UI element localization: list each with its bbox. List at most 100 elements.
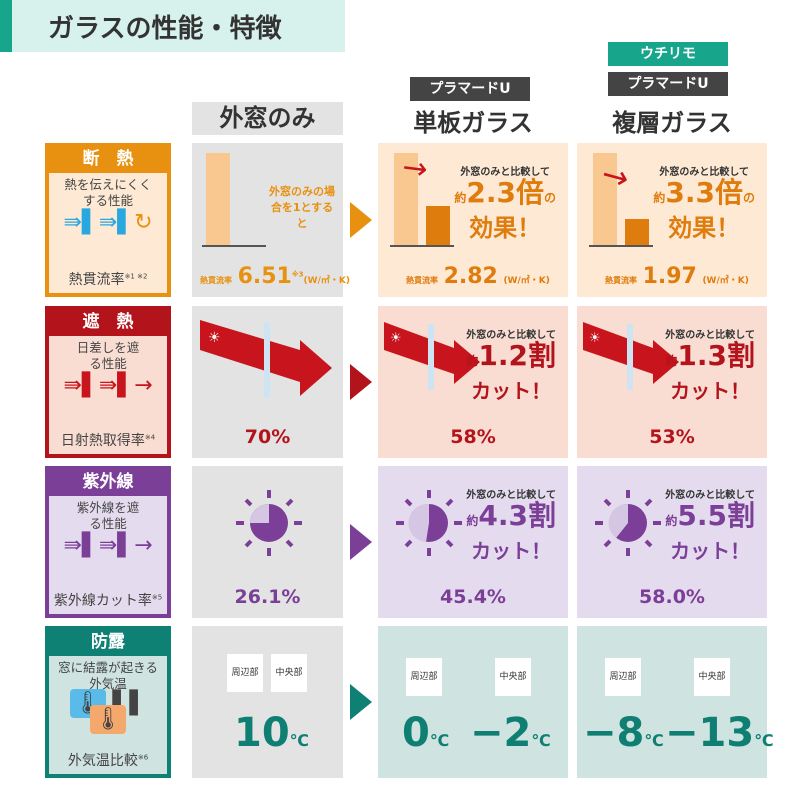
col2-tag: プラマードU <box>410 77 530 101</box>
sun-cut-icon <box>595 490 661 556</box>
effect-tail: カット！ <box>670 379 751 403</box>
label-title: 遮 熱 <box>49 310 167 336</box>
prefix: 約 <box>466 354 479 368</box>
suffix: の <box>543 191 556 205</box>
note: ※3 <box>291 270 304 279</box>
cell-shading-outer: ☀ 70% <box>192 306 343 458</box>
effect-value: 2.3倍 <box>466 176 544 209</box>
metric-value: 2.82 <box>443 264 498 289</box>
unit: ℃ <box>531 731 551 750</box>
suffix: の <box>742 191 755 205</box>
metric-label: 熱貫流率 <box>406 276 438 285</box>
section-title: ガラスの性能・特徴 <box>0 0 345 52</box>
bar-outer <box>206 153 230 245</box>
unit: (W/㎡・K) <box>702 276 749 286</box>
temp-value: 10 <box>234 710 290 756</box>
label-desc: 窓に結露が起きる外気温 <box>58 660 158 691</box>
label-footer: 外気温比較 <box>67 753 138 769</box>
metric-value: 6.51 <box>237 264 292 289</box>
label-title: 断 熱 <box>49 147 167 173</box>
compare-note: 外窓のみと比較して <box>659 167 750 178</box>
sun-cut-icon <box>236 490 302 556</box>
label-title: 防露 <box>49 630 167 656</box>
arrow-right-icon <box>350 524 372 560</box>
center-label: 中央部 <box>271 654 307 692</box>
label-insulation: 断 熱 熱を伝えにくくする性能 ⇛▌⇛▌↻ 熱貫流率※1 ※2 <box>45 143 171 297</box>
cell-dew-outer: 周辺部 中央部 10℃ <box>192 626 343 778</box>
compare-note: 外窓のみと比較して <box>665 490 755 501</box>
label-desc: 日差しを遮る性能 <box>76 340 140 371</box>
col3-tag: プラマードU <box>608 72 728 96</box>
solar-arrow-icon: ☀ <box>384 322 480 390</box>
arrow-right-icon <box>350 684 372 720</box>
compare-note: 外窓のみと比較して <box>466 330 556 341</box>
unit: (W/㎡・K) <box>503 276 550 286</box>
effect-tail: カット！ <box>471 539 552 563</box>
effect-tail: カット！ <box>471 379 552 403</box>
center-temp: −13 <box>665 710 755 756</box>
col-double-glass: 複層ガラス <box>612 109 732 137</box>
shading-value: 58% <box>450 426 496 448</box>
bar-improved <box>426 206 450 245</box>
effect-tail: 効果！ <box>668 214 741 242</box>
label-footer: 日射熱取得率 <box>60 433 145 449</box>
svg-text:☀: ☀ <box>208 330 221 346</box>
label-desc: 紫外線を遮る性能 <box>76 500 140 531</box>
svg-text:☀: ☀ <box>589 331 601 346</box>
solar-arrow-icon: ☀ <box>200 320 332 398</box>
metric-value: 1.97 <box>642 264 697 289</box>
cell-insulation-outer: 外窓のみの場合を1とすると 熱貫流率 6.51※3(W/㎡・K) <box>192 143 350 297</box>
label-footer: 熱貫流率 <box>68 272 125 288</box>
edge-temp: −8 <box>583 710 645 756</box>
prefix: 約 <box>466 514 479 528</box>
cell-uv-outer: 26.1% <box>192 466 343 618</box>
arrow-right-icon <box>350 364 372 400</box>
uv-value: 58.0% <box>639 586 705 608</box>
heat-arrows-icon: ⇛▌⇛▌↻ <box>63 210 153 235</box>
uv-arrows-icon: ⇛▌⇛▌→ <box>63 533 153 558</box>
cell-insulation-single: ↘ 外窓のみと比較して 約2.3倍の 効果！ 熱貫流率 2.82 (W/㎡・K) <box>378 143 568 297</box>
prefix: 約 <box>653 191 666 205</box>
effect-value: 1.2割 <box>478 339 556 372</box>
thermometer-icon: 🌡 ▌▌ 🌡 <box>49 689 167 734</box>
cell-shading-single: ☀ 外窓のみと比較して 約1.2割カット！ 58% <box>378 306 568 458</box>
cell-dew-single: 周辺部 中央部 0℃ −2℃ <box>378 626 568 778</box>
shading-value: 70% <box>244 426 291 448</box>
prefix: 約 <box>454 191 467 205</box>
note: ※6 <box>137 753 149 762</box>
metric-label: 熱貫流率 <box>605 276 637 285</box>
unit: ℃ <box>754 731 774 750</box>
effect-value: 3.3倍 <box>665 176 743 209</box>
edge-label: 周辺部 <box>227 654 263 692</box>
prefix: 約 <box>665 354 678 368</box>
label-dew: 防露 窓に結露が起きる外気温 🌡 ▌▌ 🌡 外気温比較※6 <box>45 626 171 778</box>
sun-cut-icon <box>396 490 462 556</box>
center-temp: −2 <box>470 710 532 756</box>
effect-tail: 効果！ <box>469 214 542 242</box>
effect-value: 1.3割 <box>677 339 755 372</box>
cell-insulation-double: ↘ 外窓のみと比較して 約3.3倍の 効果！ 熱貫流率 1.97 (W/㎡・K) <box>577 143 767 297</box>
prefix: 約 <box>665 514 678 528</box>
effect-tail: カット！ <box>670 539 751 563</box>
bar-improved <box>625 219 649 245</box>
center-label: 中央部 <box>694 658 730 696</box>
sun-arrows-icon: ⇛▌⇛▌→ <box>63 373 153 398</box>
svg-text:☀: ☀ <box>390 331 402 346</box>
note: ※5 <box>151 593 163 602</box>
compare-note: 外窓のみと比較して <box>460 167 551 178</box>
col-single-glass: 単板ガラス <box>413 109 533 137</box>
label-uv: 紫外線 紫外線を遮る性能 ⇛▌⇛▌→ 紫外線カット率※5 <box>45 466 171 618</box>
unit: (W/㎡・K) <box>303 276 350 286</box>
arrow-right-icon <box>350 202 372 238</box>
uv-value: 26.1% <box>234 586 301 608</box>
label-footer: 紫外線カット率 <box>53 593 152 609</box>
unit: ℃ <box>289 731 310 750</box>
label-title: 紫外線 <box>49 470 167 496</box>
edge-temp: 0 <box>402 710 430 756</box>
label-desc: 熱を伝えにくくする性能 <box>64 177 152 208</box>
compare-note: 外窓のみと比較して <box>665 330 755 341</box>
cell-uv-single: 外窓のみと比較して 約4.3割 カット！ 45.4% <box>378 466 568 618</box>
baseline-note: 外窓のみの場合を1とすると <box>269 185 335 230</box>
unit: ℃ <box>644 731 664 750</box>
cell-uv-double: 外窓のみと比較して 約5.5割 カット！ 58.0% <box>577 466 767 618</box>
